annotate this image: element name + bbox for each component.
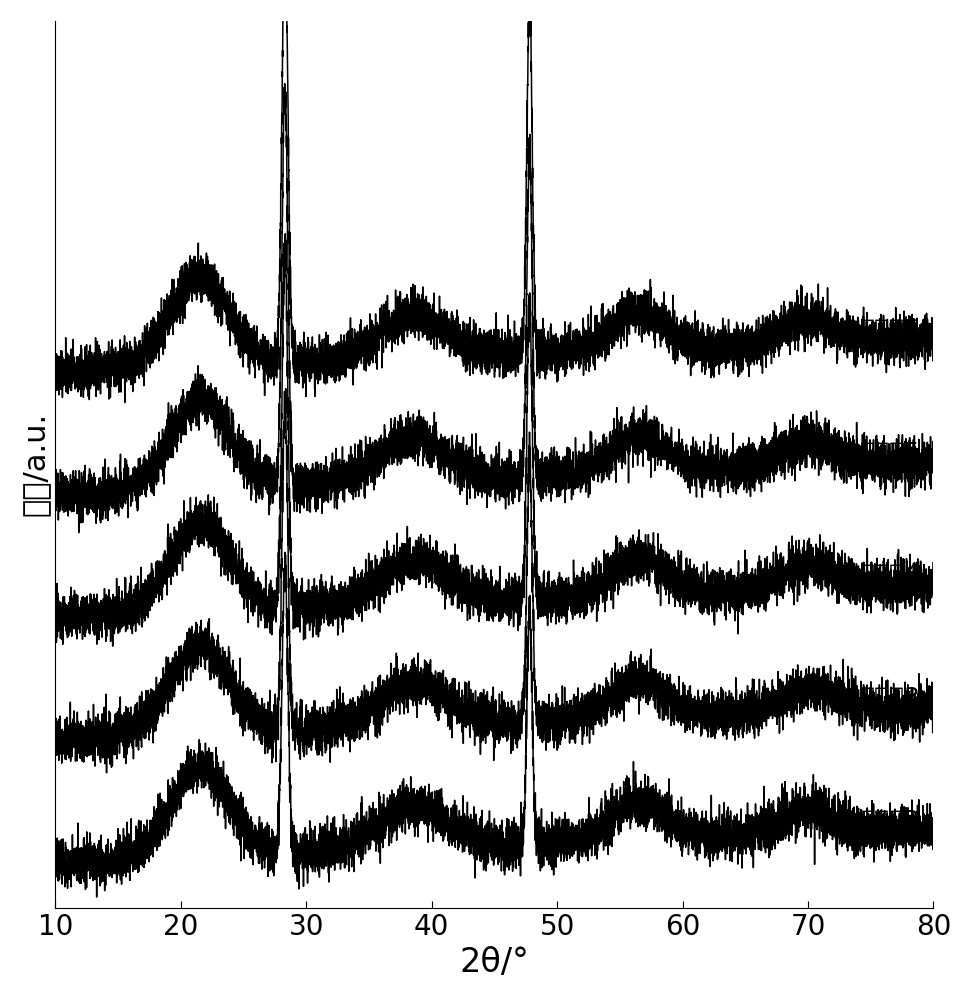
Text: 实施兦2: 实施兦2 bbox=[860, 808, 920, 832]
Text: 实施兦3: 实施兦3 bbox=[860, 686, 920, 710]
Y-axis label: 强度/a.u.: 强度/a.u. bbox=[20, 412, 50, 516]
X-axis label: 2θ/°: 2θ/° bbox=[460, 946, 530, 979]
Text: 实施兦6: 实施兦6 bbox=[860, 318, 920, 342]
Text: 实施兦5: 实施兦5 bbox=[860, 440, 920, 464]
Text: 实施兦4: 实施兦4 bbox=[860, 563, 920, 587]
